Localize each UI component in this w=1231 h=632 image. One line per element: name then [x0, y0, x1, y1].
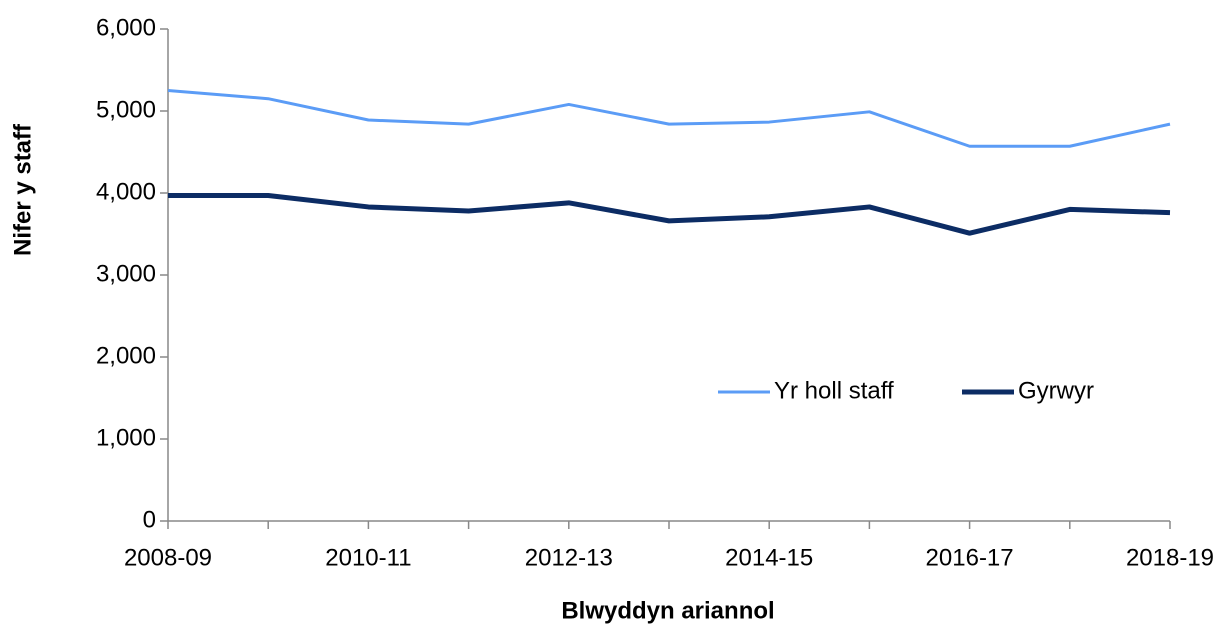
series-line [168, 192, 1171, 236]
legend-label: Gyrwyr [1018, 377, 1094, 404]
x-tick-label: 2018-19 [1126, 544, 1214, 571]
legend-label: Yr holl staff [774, 377, 894, 404]
x-tick-label: 2014-15 [725, 544, 813, 571]
x-tick-label: 2012-13 [525, 544, 613, 571]
y-tick-label: 6,000 [96, 14, 156, 41]
series-line [167, 89, 1171, 148]
y-tick-label: 5,000 [96, 96, 156, 123]
y-axis-title: Nifer y staff [9, 123, 36, 256]
y-tick-label: 2,000 [96, 342, 156, 369]
x-tick-label: 2008-09 [124, 544, 212, 571]
x-tick-label: 2016-17 [926, 544, 1014, 571]
y-tick-label: 3,000 [96, 260, 156, 287]
y-tick-label: 1,000 [96, 424, 156, 451]
y-tick-label: 4,000 [96, 178, 156, 205]
x-axis-title: Blwyddyn ariannol [561, 597, 774, 624]
x-tick-label: 2010-11 [325, 544, 411, 571]
y-tick-label: 0 [143, 506, 156, 533]
